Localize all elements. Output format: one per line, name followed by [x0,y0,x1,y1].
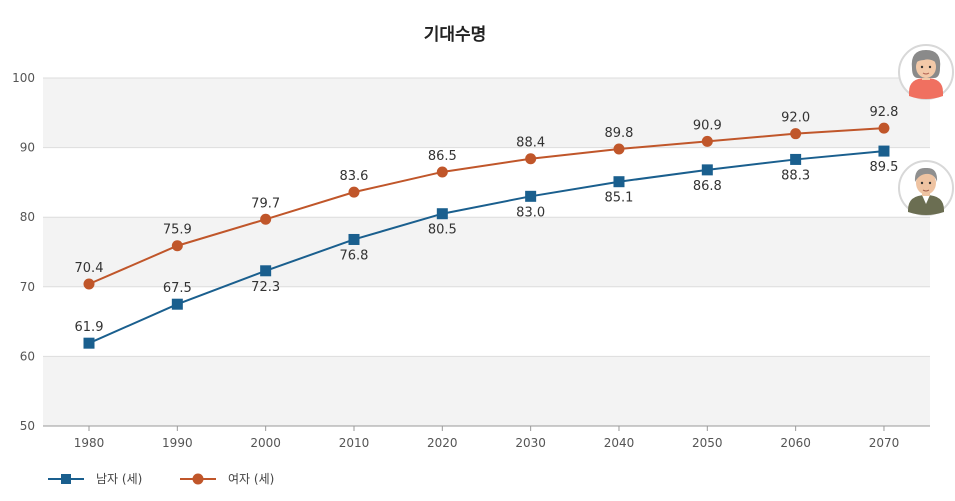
data-label-female: 70.4 [75,261,104,276]
series-markers [83,122,890,349]
x-tick-label: 1980 [74,436,105,450]
data-label-female: 83.6 [340,169,369,184]
data-label-male: 80.5 [428,223,457,238]
data-label-male: 76.8 [340,248,369,263]
data-label-female: 75.9 [163,223,192,238]
data-point-female [525,153,537,165]
data-point-female [436,166,448,178]
x-tick-label: 2000 [250,436,281,450]
x-tick-label: 2050 [692,436,723,450]
data-point-female [878,122,890,134]
data-label-female: 88.4 [516,136,545,151]
data-label-female: 92.8 [869,105,898,120]
data-point-male [83,337,95,349]
y-tick-label: 50 [20,419,35,433]
series-line-female [88,127,885,285]
data-label-male: 88.3 [781,168,810,183]
y-tick-label: 80 [20,210,35,224]
data-label-female: 79.7 [251,196,280,211]
x-tick-label: 2030 [515,436,546,450]
legend-item-female[interactable]: 여자 (세) [180,472,274,486]
data-label-male: 83.0 [516,205,545,220]
y-tick-label: 100 [12,71,35,85]
legend-label-male: 남자 (세) [96,472,142,486]
data-label-female: 92.0 [781,111,810,126]
data-point-male [878,145,890,157]
y-tick-label: 90 [20,141,35,155]
legend: 남자 (세) 여자 (세) [48,472,274,486]
x-tick-label: 1990 [162,436,193,450]
background-bands [43,78,930,426]
y-tick-label: 70 [20,280,35,294]
x-tick-label: 2070 [869,436,900,450]
data-label-male: 86.8 [693,179,722,194]
legend-marker-male [61,474,71,484]
data-point-male [790,153,802,165]
legend-label-female: 여자 (세) [228,472,274,486]
data-point-male [613,176,625,188]
data-point-male [701,164,713,176]
data-point-male [525,190,537,202]
data-point-male [260,265,272,277]
data-point-female [790,128,802,140]
data-point-female [348,186,360,198]
series-lines [88,127,885,345]
data-point-female [701,135,713,147]
y-tick-label: 60 [20,349,35,363]
x-tick-label: 2040 [604,436,635,450]
data-point-male [436,208,448,220]
data-label-female: 90.9 [693,118,722,133]
data-label-male: 85.1 [605,191,634,206]
male-avatar-icon [898,160,954,216]
data-point-male [348,233,360,245]
data-point-female [83,278,95,290]
data-label-female: 86.5 [428,149,457,164]
data-point-male [171,298,183,310]
data-point-female [171,240,183,252]
x-tick-label: 2020 [427,436,458,450]
band-60-70 [43,286,930,357]
x-tick-label: 2010 [339,436,370,450]
series-line-male [88,150,885,345]
x-tick-label: 2060 [780,436,811,450]
x-axis: 1980 1990 2000 2010 2020 2030 2040 2050 2060 2070 [43,425,930,450]
legend-marker-female [192,473,204,485]
legend-item-male[interactable]: 남자 (세) [48,472,142,486]
chart-title: 기대수명 [424,25,487,45]
y-axis-ticks: 50 60 70 80 90 100 [12,71,35,433]
data-label-male: 72.3 [251,280,280,295]
data-label-male: 61.9 [75,320,104,335]
data-label-male: 67.5 [163,281,192,296]
band-90-100 [43,78,930,148]
band-50-60 [43,356,930,426]
data-label-female: 89.8 [605,126,634,141]
data-point-female [260,213,272,225]
data-point-female [613,143,625,155]
female-avatar-icon [898,44,954,100]
data-labels: 61.9 67.5 72.3 76.8 80.5 83.0 85.1 86.8 88.3 89.5… [75,105,899,335]
band-70-80 [43,217,930,287]
data-label-male: 89.5 [869,160,898,175]
